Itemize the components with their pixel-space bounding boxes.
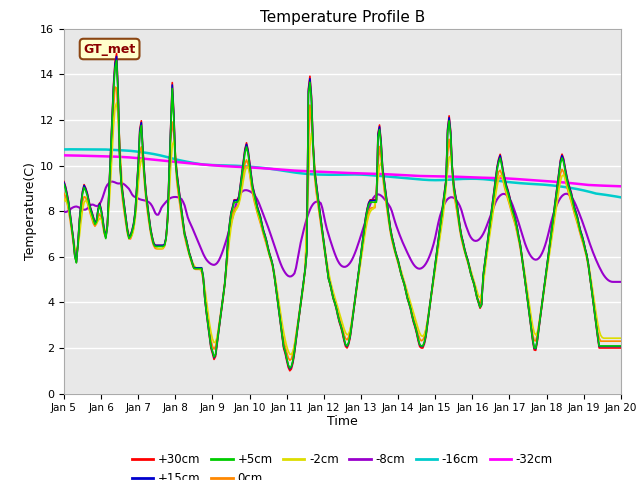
Legend: +30cm, +15cm, +5cm, 0cm, -2cm, -8cm, -16cm, -32cm: +30cm, +15cm, +5cm, 0cm, -2cm, -8cm, -16…: [127, 448, 557, 480]
Title: Temperature Profile B: Temperature Profile B: [260, 10, 425, 25]
Text: GT_met: GT_met: [83, 43, 136, 56]
X-axis label: Time: Time: [327, 415, 358, 428]
Y-axis label: Temperature(C): Temperature(C): [24, 162, 37, 260]
